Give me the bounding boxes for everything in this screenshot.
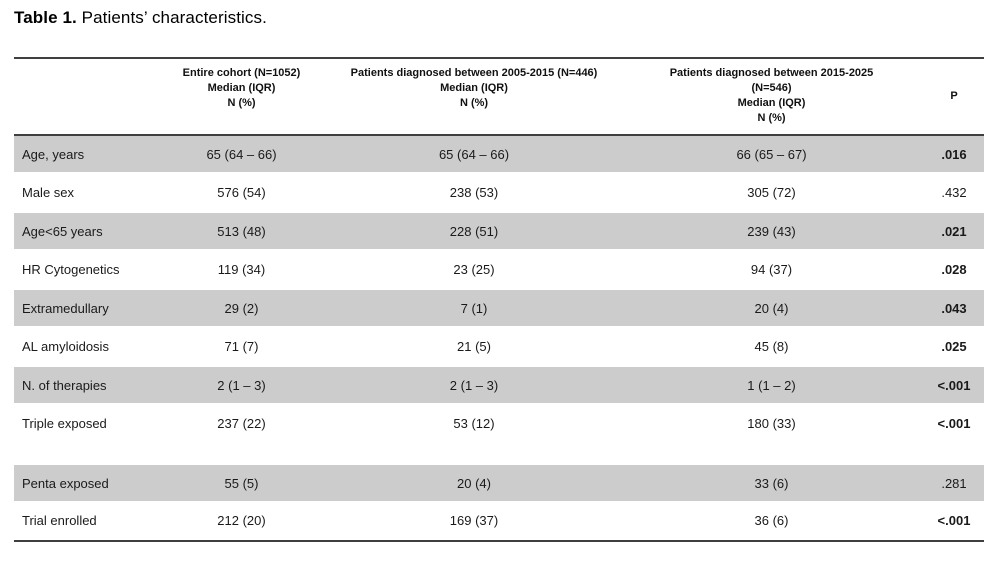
value-2005-2015: 238 (53) (449, 185, 499, 200)
row-label: HR Cytogenetics (22, 262, 120, 277)
table-row-al-amyloidosis: AL amyloidosis 71 (7) 21 (5) 45 (8) .025 (14, 326, 984, 367)
header-cohort-2015-2025: Patients diagnosed between 2015-2025 (N=… (619, 59, 924, 134)
header-p-value: P (950, 90, 958, 102)
header-line: Entire cohort (N=1052) (182, 67, 301, 79)
p-value: .043 (941, 300, 967, 316)
header-line: Median (IQR) (737, 97, 806, 109)
row-label: Age<65 years (22, 223, 103, 239)
value-entire-cohort: 29 (2) (224, 300, 259, 316)
value-2015-2025: 20 (4) (754, 300, 789, 316)
p-value: .028 (941, 262, 967, 277)
p-value: <.001 (937, 513, 971, 528)
value-2005-2015: 20 (4) (457, 475, 491, 491)
value-2005-2015: 2 (1 – 3) (449, 377, 499, 393)
value-2015-2025: 33 (6) (754, 475, 789, 491)
table-row-age-years: Age, years 65 (64 – 66) 65 (64 – 66) 66 … (14, 136, 984, 172)
table-header-row: Entire cohort (N=1052) Median (IQR) N (%… (14, 57, 984, 136)
value-2005-2015: 169 (37) (449, 513, 499, 528)
p-value: .025 (941, 339, 967, 354)
table-row-trial-enrolled: Trial enrolled 212 (20) 169 (37) 36 (6) … (14, 501, 984, 542)
table-row-triple-exposed: Triple exposed 237 (22) 53 (12) 180 (33)… (14, 403, 984, 444)
value-2015-2025: 66 (65 – 67) (736, 146, 807, 162)
value-2015-2025: 36 (6) (754, 513, 789, 528)
p-value: .021 (941, 223, 967, 239)
value-entire-cohort: 119 (34) (217, 262, 266, 277)
value-2015-2025: 45 (8) (754, 339, 789, 354)
value-entire-cohort: 513 (48) (217, 223, 266, 239)
value-2005-2015: 7 (1) (460, 300, 488, 316)
value-entire-cohort: 55 (5) (224, 475, 259, 491)
value-entire-cohort: 2 (1 – 3) (217, 377, 266, 393)
p-value: <.001 (937, 416, 971, 431)
row-label: AL amyloidosis (22, 339, 109, 354)
value-entire-cohort: 65 (64 – 66) (206, 146, 277, 162)
table-row-hr-cytogenetics: HR Cytogenetics 119 (34) 23 (25) 94 (37)… (14, 249, 984, 290)
value-2015-2025: 1 (1 – 2) (747, 377, 796, 393)
value-entire-cohort: 212 (20) (217, 513, 266, 528)
document-page: Table 1. Patients’ characteristics. Enti… (14, 8, 1000, 542)
value-2015-2025: 239 (43) (747, 223, 796, 239)
header-line: N (%) (757, 112, 786, 124)
patients-characteristics-table: Entire cohort (N=1052) Median (IQR) N (%… (14, 57, 984, 542)
value-2015-2025: 305 (72) (747, 185, 796, 200)
row-label: Triple exposed (22, 416, 107, 431)
header-cohort-2005-2015: Patients diagnosed between 2005-2015 (N=… (329, 59, 619, 134)
p-value: <.001 (937, 377, 971, 393)
header-line: Patients diagnosed between 2005-2015 (N=… (350, 67, 598, 79)
row-spacer (14, 444, 984, 465)
value-entire-cohort: 576 (54) (217, 185, 266, 200)
header-line: (N=546) (751, 82, 792, 94)
value-2005-2015: 21 (5) (457, 339, 491, 354)
row-label: Age, years (22, 146, 85, 162)
value-2005-2015: 53 (12) (453, 416, 495, 431)
value-entire-cohort: 237 (22) (217, 416, 266, 431)
table-title: Table 1. Patients’ characteristics. (14, 8, 1000, 28)
value-2005-2015: 23 (25) (453, 262, 495, 277)
header-line: N (%) (227, 97, 256, 109)
table-row-age-under-65: Age<65 years 513 (48) 228 (51) 239 (43) … (14, 213, 984, 249)
row-label: N. of therapies (22, 377, 107, 393)
value-entire-cohort: 71 (7) (224, 339, 259, 354)
row-label: Trial enrolled (22, 513, 97, 528)
table-title-text: Patients’ characteristics. (76, 8, 267, 27)
header-line: N (%) (459, 97, 489, 109)
p-value: .281 (941, 475, 967, 491)
row-label: Penta exposed (22, 475, 109, 491)
p-value: .432 (941, 185, 967, 200)
p-value: .016 (941, 146, 967, 162)
header-line: Median (IQR) (440, 82, 508, 94)
table-row-penta-exposed: Penta exposed 55 (5) 20 (4) 33 (6) .281 (14, 465, 984, 501)
value-2015-2025: 94 (37) (750, 262, 793, 277)
header-empty-cell (14, 59, 154, 134)
value-2005-2015: 228 (51) (449, 223, 499, 239)
header-line: Median (IQR) (207, 82, 276, 94)
value-2005-2015: 65 (64 – 66) (438, 146, 510, 162)
row-label: Extramedullary (22, 300, 109, 316)
table-title-number: Table 1. (14, 8, 77, 27)
header-entire-cohort: Entire cohort (N=1052) Median (IQR) N (%… (154, 59, 329, 134)
table-row-n-of-therapies: N. of therapies 2 (1 – 3) 2 (1 – 3) 1 (1… (14, 367, 984, 403)
table-row-extramedullary: Extramedullary 29 (2) 7 (1) 20 (4) .043 (14, 290, 984, 326)
row-label: Male sex (22, 185, 75, 200)
table-row-male-sex: Male sex 576 (54) 238 (53) 305 (72) .432 (14, 172, 984, 213)
value-2015-2025: 180 (33) (747, 416, 796, 431)
header-line: Patients diagnosed between 2015-2025 (669, 67, 874, 79)
